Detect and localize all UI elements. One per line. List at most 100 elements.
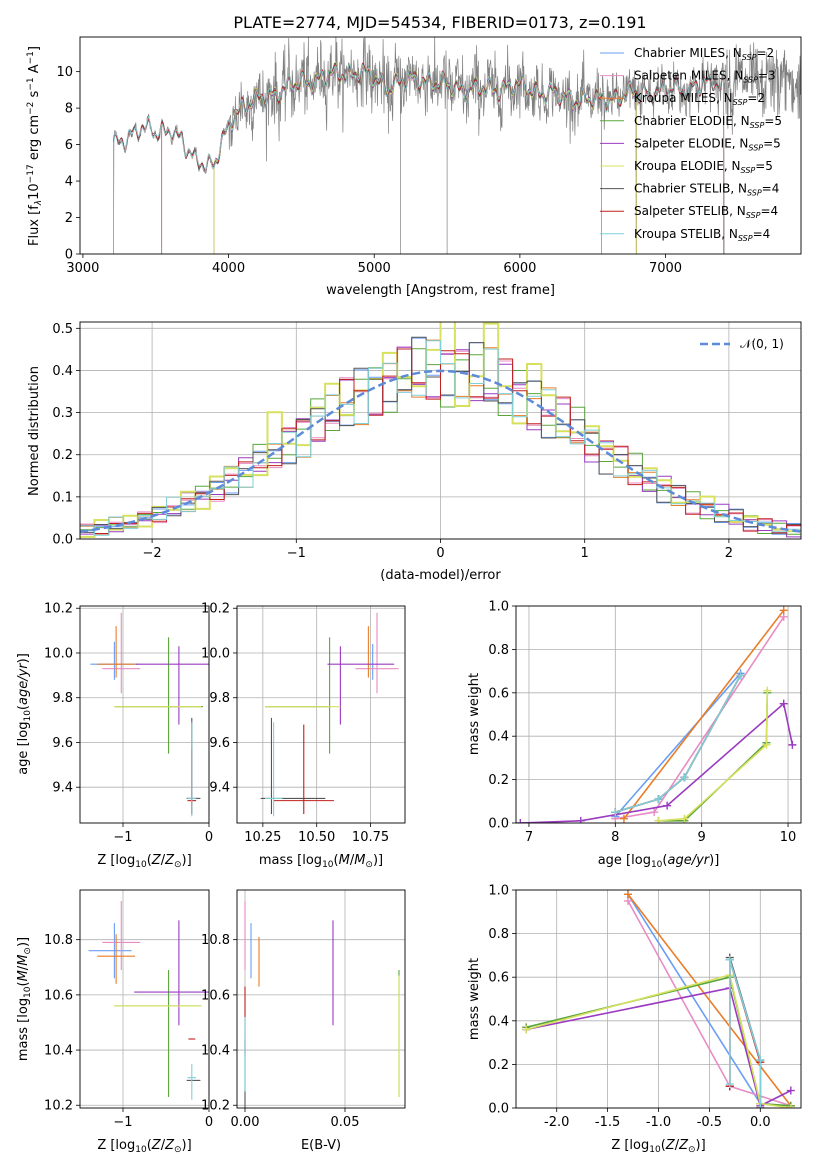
tick-label-x: 6000 [503, 261, 536, 276]
tick-label-y: 10.6 [201, 988, 230, 1003]
tick-label-y: 10.0 [201, 646, 230, 661]
series-point [762, 740, 771, 749]
series-chabrier-miles [623, 890, 765, 1108]
tick-label-y: 9.8 [52, 691, 73, 706]
plot-area-mass-weight-vs-age [516, 606, 797, 823]
axes-frame [515, 889, 802, 1109]
axes-age-vs-Z: −1 0 9.4 9.6 9.8 10.0 10.2 Z [log10(Z/Z⊙)] age [… [16, 602, 213, 870]
errorbar-salpeter-miles [102, 901, 141, 971]
tick-label-y: 10 [56, 65, 73, 80]
tick-label-y: 0.0 [488, 817, 509, 832]
errorbar-kroupa-stelib [187, 1063, 197, 1100]
tick-label-x: 0.05 [331, 1115, 360, 1130]
tick-label-y: 10.6 [44, 988, 73, 1003]
tick-label-x: 7 [525, 830, 533, 845]
tick-label-y: 0.6 [488, 971, 509, 986]
tick-label-y: 10.2 [44, 1099, 73, 1114]
histogram-kroupa-stelib [80, 340, 801, 539]
series-point [756, 1056, 765, 1065]
errorbar-chabrier-miles [90, 641, 139, 680]
figure-title: PLATE=2774, MJD=54534, FIBERID=0173, z=0… [233, 13, 646, 32]
tick-label-x: −2 [143, 546, 162, 561]
plot-area-mass-weight-vs-Z [522, 890, 795, 1108]
series-point [779, 699, 788, 708]
tick-label-y: 10.8 [44, 933, 73, 948]
axes-mass-weight-vs-Z: -2.0 -1.5 -1.0 -0.5 0.0 0.0 0.2 0.4 0.6 0.8 1.0 Z [… [467, 884, 802, 1155]
tick-label-x: 3000 [66, 261, 99, 276]
axes-spectrum: 3000 4000 5000 6000 7000 0 2 4 6 8 10 Chabrier MILE… [26, 36, 802, 298]
tick-label-x: 0.0 [750, 1115, 771, 1130]
tick-label-x: -1.5 [595, 1115, 620, 1130]
series-line [520, 702, 794, 823]
series-point [650, 808, 659, 817]
errorbar-kroupa-stelib [265, 722, 283, 817]
y-axis-label: age [log10(age/yr)] [16, 653, 33, 775]
errorbar-chabrier-stelib [260, 717, 326, 815]
series-kroupa-stelib [611, 671, 745, 817]
y-axis-label: mass weight [467, 673, 482, 755]
series-point [619, 814, 628, 823]
tick-label-x: 10.25 [244, 830, 281, 845]
legend-entry: Kroupa MILES, NSSP=2 [634, 91, 765, 107]
tick-label-y: 10.2 [44, 602, 73, 617]
plot-area-age-vs-mass [260, 612, 399, 817]
tick-label-y: 10.0 [44, 646, 73, 661]
axes-frame [79, 889, 210, 1109]
plot-area-mass-vs-Z [88, 901, 209, 1100]
legend-entry: Kroupa ELODIE, NSSP=5 [634, 159, 773, 175]
tick-label-y: 0.8 [488, 927, 509, 942]
x-axis-label: Z [log10(Z/Z⊙)] [611, 1138, 705, 1155]
tick-label-y: 1.0 [488, 884, 509, 899]
tick-label-y: 10.8 [201, 933, 230, 948]
series-point [788, 740, 797, 749]
axes-frame [236, 605, 406, 824]
tick-label-y: 0.0 [488, 1102, 509, 1117]
histogram-salpeter-stelib [80, 348, 801, 539]
axes-mass-weight-vs-age: 7 8 9 10 0.0 0.2 0.4 0.6 0.8 1.0 age [log10(age/yr… [467, 600, 802, 870]
tick-label-y: 0.2 [488, 773, 509, 788]
series-line [525, 974, 791, 1108]
errorbar-salpeter-elodie [327, 646, 395, 725]
axes-frame [79, 321, 802, 540]
tick-label-x: 10 [780, 830, 797, 845]
tick-label-y: 10.4 [44, 1044, 73, 1059]
tick-label-y: 1.0 [488, 600, 509, 615]
series-point [576, 816, 585, 823]
tick-label-y: 9.6 [209, 736, 230, 751]
series-point [736, 671, 745, 680]
series-line [658, 690, 769, 822]
tick-label-y: 9.8 [209, 691, 230, 706]
series-point [725, 1080, 734, 1089]
x-axis-label: Z [log10(Z/Z⊙)] [97, 1138, 191, 1155]
series-point [654, 816, 663, 823]
series-salpeter-elodie [516, 699, 797, 823]
tick-label-y: 9.4 [52, 781, 73, 796]
series-point [611, 808, 620, 817]
legend-entry: Salpeter STELIB, NSSP=4 [634, 204, 778, 220]
series-point [779, 606, 788, 615]
tick-label-x: −1 [113, 830, 132, 845]
plot-area-mass-vs-ebv [244, 901, 400, 1108]
errorbar-kroupa-miles [97, 626, 136, 678]
tick-label-y: 0.4 [488, 1014, 509, 1029]
tick-label-y: 4 [65, 175, 73, 190]
normal-curve [80, 369, 801, 533]
tick-label-x: 1 [581, 546, 589, 561]
tick-label-y: 9.6 [52, 736, 73, 751]
axes-frame [79, 36, 802, 255]
tick-label-y: 0.5 [52, 322, 73, 337]
tick-label-x: 0 [205, 1115, 213, 1130]
series-kroupa-elodie [654, 686, 772, 823]
y-axis-label: mass [log10(M/M⊙)] [16, 937, 33, 1061]
series-point [516, 819, 525, 823]
series-point [763, 686, 772, 695]
axes-frame [79, 605, 210, 824]
tick-label-x: −1 [287, 546, 306, 561]
x-axis-label: (data-model)/error [380, 568, 501, 583]
legend-entry: 𝒩(0, 1) [740, 337, 784, 351]
series-point [786, 1086, 795, 1095]
tick-label-x: 9 [698, 830, 706, 845]
tick-label-x: -0.5 [697, 1115, 722, 1130]
series-point [680, 773, 689, 782]
